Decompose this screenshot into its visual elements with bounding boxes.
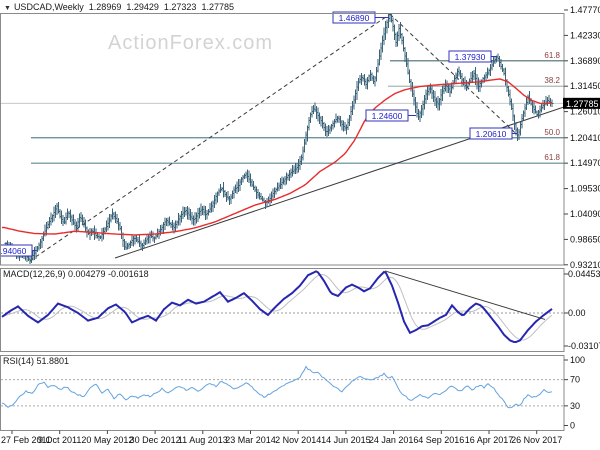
rsi-pane-frame bbox=[0, 355, 565, 431]
macd-pane bbox=[1, 270, 564, 343]
price-ylabel-5: 1.20410 bbox=[570, 133, 600, 143]
date-label-2: 20 May 2012 bbox=[81, 435, 133, 445]
annotation-box bbox=[332, 11, 376, 24]
price-ylabel-3: 1.31450 bbox=[570, 81, 600, 91]
fib-percent-label-2: 50.0 bbox=[544, 128, 560, 137]
date-label-9: 4 Sep 2016 bbox=[418, 435, 464, 445]
current-price-badge-text: 1.27785 bbox=[566, 99, 599, 109]
annotation-text: 1.46890 bbox=[339, 13, 370, 23]
annotation-text: 1.24600 bbox=[372, 111, 403, 121]
price-pane-frame bbox=[0, 13, 565, 266]
price-bar-ticks bbox=[4, 13, 554, 262]
price-ylabel-8: 1.04090 bbox=[570, 209, 600, 219]
open-value: 1.28969 bbox=[88, 2, 122, 12]
rsi-ylabel-3: 0 bbox=[570, 421, 575, 431]
dashed-trendline-0 bbox=[29, 13, 391, 262]
price-ylabel-2: 1.36890 bbox=[570, 56, 600, 66]
rsi-ylabel-0: 100 bbox=[570, 355, 585, 365]
low-value: 1.27323 bbox=[163, 2, 197, 12]
moving-average-line bbox=[2, 78, 553, 236]
high-value: 1.29429 bbox=[126, 2, 159, 12]
date-label-6: 2 Nov 2014 bbox=[275, 435, 321, 445]
annotation-box bbox=[0, 244, 33, 257]
rsi-line bbox=[1, 365, 553, 409]
price-annotation-0.94060: 0.94060 bbox=[0, 244, 36, 257]
date-label-11: 26 Nov 2017 bbox=[511, 435, 562, 445]
price-ylabel-7: 1.09530 bbox=[570, 184, 600, 194]
price-ylabel-10: 0.93210 bbox=[570, 260, 600, 270]
annotation-box bbox=[469, 127, 513, 140]
macd-signal-line bbox=[1, 273, 553, 341]
macd-ylabel-1: 0.00 bbox=[568, 308, 586, 318]
current-price-badge bbox=[563, 97, 600, 109]
rsi-indicator-label: RSI(14) 51.8801 bbox=[3, 356, 70, 366]
macd-main-line bbox=[1, 270, 553, 343]
symbol-header: ▼ USDCAD,Weekly 1.28969 1.29429 1.27323 1.277… bbox=[4, 2, 239, 12]
symbol-label: USDCAD,Weekly bbox=[13, 2, 84, 12]
dropdown-arrow-icon[interactable]: ▼ bbox=[4, 5, 11, 12]
date-label-10: 16 Apr 2017 bbox=[465, 435, 514, 445]
macd-ylabel-2: -0.031072 bbox=[568, 341, 600, 351]
watermark: ActionForex.com bbox=[108, 32, 274, 54]
annotation-text: 1.20610 bbox=[476, 129, 507, 139]
rsi-pane bbox=[1, 365, 564, 409]
annotation-text: 1.37930 bbox=[455, 52, 486, 62]
rsi-ylabel-2: 30 bbox=[570, 401, 580, 411]
price-annotation-1.24600: 1.24600 bbox=[365, 109, 416, 122]
fib-percent-label-1: 38.2 bbox=[544, 76, 560, 85]
rsi-ylabel-1: 70 bbox=[570, 375, 580, 385]
annotation-text: 0.94060 bbox=[0, 246, 27, 256]
fib-percent-label-0: 61.8 bbox=[544, 51, 560, 60]
macd-trendline bbox=[384, 270, 546, 320]
price-annotation-1.20610: 1.20610 bbox=[469, 127, 517, 140]
date-label-3: 30 Dec 2012 bbox=[130, 435, 181, 445]
price-ylabel-6: 1.14970 bbox=[570, 158, 600, 168]
price-ylabel-1: 1.42330 bbox=[570, 30, 600, 40]
date-label-5: 23 Mar 2014 bbox=[225, 435, 276, 445]
close-value: 1.27785 bbox=[201, 2, 234, 12]
price-annotation-1.37930: 1.37930 bbox=[448, 50, 497, 63]
date-label-1: 9 Oct 2011 bbox=[38, 435, 81, 445]
date-label-4: 11 Aug 2013 bbox=[178, 435, 228, 445]
annotation-box bbox=[365, 109, 409, 122]
price-ylabel-0: 1.47770 bbox=[570, 5, 600, 15]
macd-ylabel-0: 0.044534 bbox=[568, 269, 600, 279]
fib-percent-label-3: 61.8 bbox=[544, 153, 560, 162]
date-label-7: 14 Jun 2015 bbox=[321, 435, 371, 445]
price-ylabel-9: 0.98650 bbox=[570, 234, 600, 244]
price-annotation-1.46890: 1.46890 bbox=[332, 11, 389, 24]
date-label-8: 24 Jan 2016 bbox=[369, 435, 419, 445]
annotation-box bbox=[448, 50, 492, 63]
macd-pane-frame bbox=[0, 268, 565, 352]
date-label-0: 27 Feb 2011 bbox=[1, 435, 51, 445]
price-ylabel-4: 1.26010 bbox=[570, 107, 600, 117]
dashed-trendline-1 bbox=[389, 13, 516, 134]
macd-indicator-label: MACD(12,26,9) 0.004279 -0.001618 bbox=[3, 269, 149, 279]
